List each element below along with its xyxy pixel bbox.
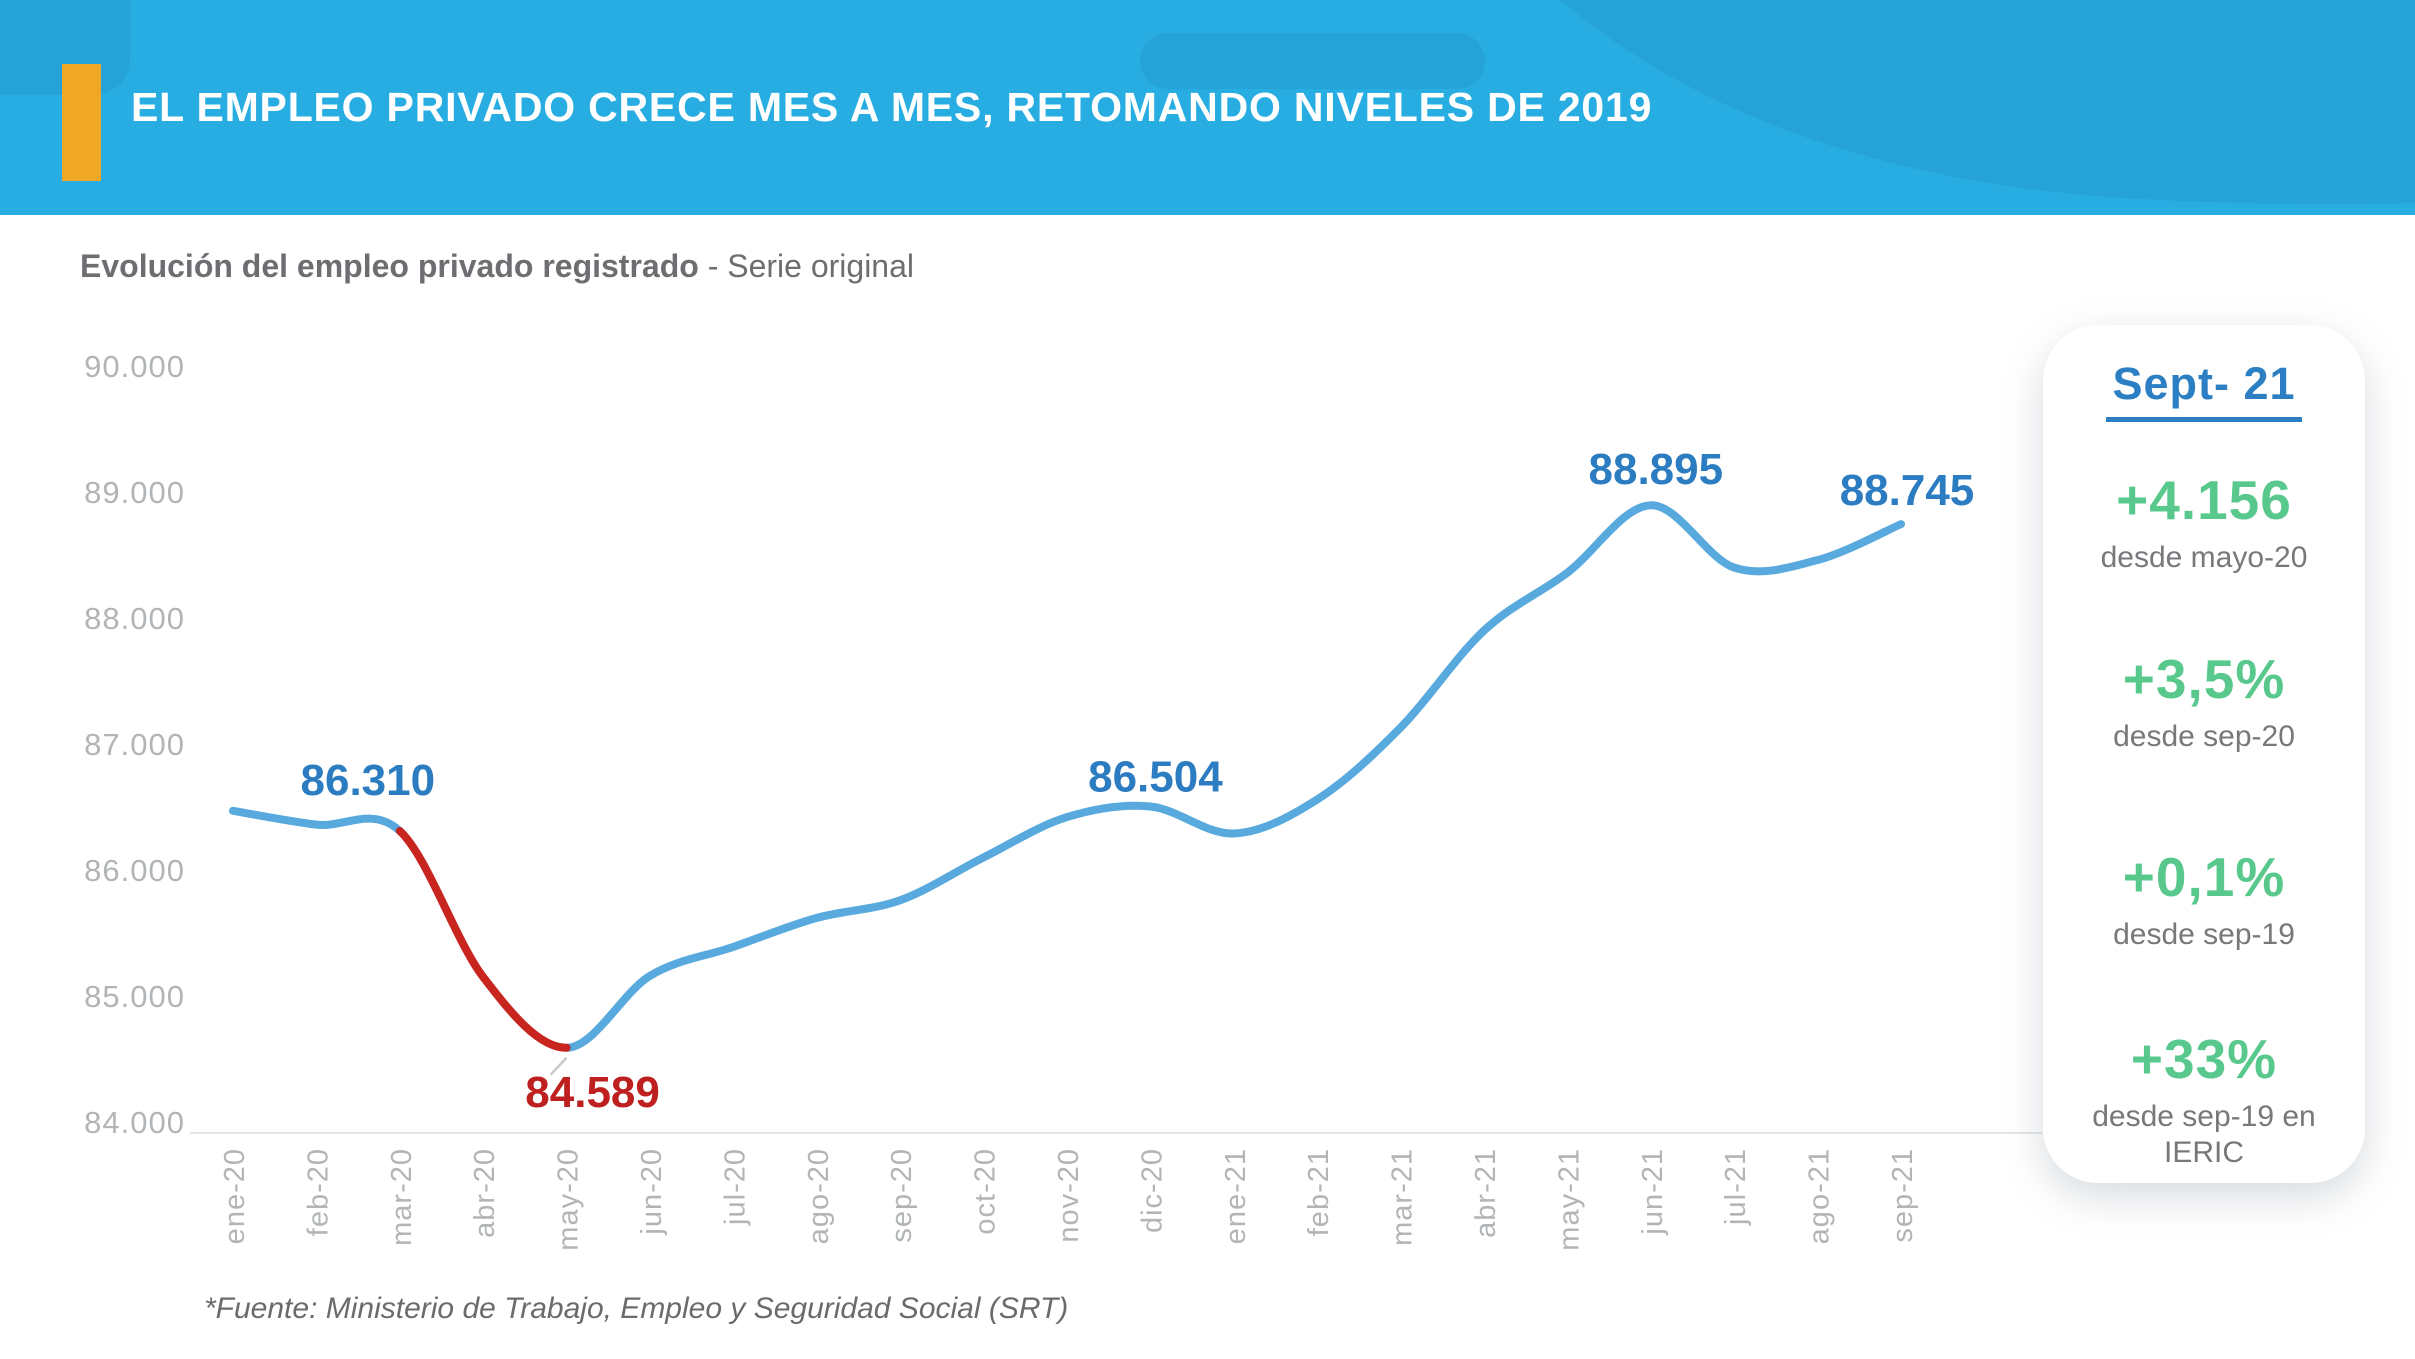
data-point-label: 84.589 — [525, 1068, 660, 1117]
y-axis-tick-label: 89.000 — [84, 475, 185, 510]
data-point-label: 86.310 — [301, 756, 436, 805]
stat-item: +0,1% desde sep-19 — [2053, 845, 2355, 953]
x-axis-tick-label: may-21 — [1553, 1148, 1585, 1251]
stat-value: +0,1% — [2122, 846, 2286, 908]
x-axis-tick-label: mar-20 — [386, 1148, 418, 1246]
x-axis-tick-label: feb-20 — [302, 1148, 334, 1236]
y-axis-tick-label: 90.000 — [84, 349, 185, 384]
x-axis-tick-label: feb-21 — [1303, 1148, 1335, 1236]
summary-stat-card: Sept- 21 +4.156 desde mayo-20 +3,5% desd… — [2043, 325, 2365, 1183]
x-axis-tick-label: ene-21 — [1220, 1148, 1252, 1244]
stat-caption: desde mayo-20 — [2100, 541, 2308, 574]
stat-caption: desde sep-20 — [2113, 720, 2295, 753]
y-axis-tick-label: 87.000 — [84, 727, 185, 762]
data-point-label: 88.895 — [1589, 445, 1724, 494]
x-axis-tick-label: ago-20 — [803, 1148, 835, 1244]
chart-subtitle-bold: Evolución del empleo privado registrado — [80, 248, 699, 284]
chart-subtitle-regular: - Serie original — [698, 248, 914, 284]
y-axis-tick-label: 88.000 — [84, 601, 185, 636]
y-axis-tick-label: 86.000 — [84, 853, 185, 888]
y-axis-tick-label: 85.000 — [84, 979, 185, 1014]
stat-value: +4.156 — [2116, 469, 2292, 531]
stat-item: +33% desde sep-19 en IERIC — [2053, 1027, 2355, 1171]
line-series-blue — [229, 806, 404, 835]
x-axis-tick-label: oct-20 — [970, 1148, 1002, 1235]
x-axis-tick-label: jul-21 — [1720, 1148, 1752, 1226]
stat-card-title: Sept- 21 — [2043, 358, 2365, 422]
line-series-red-drop — [395, 826, 571, 1052]
stat-caption: desde sep-19 — [2113, 918, 2295, 951]
data-point-label: 86.504 — [1088, 752, 1223, 801]
header-banner: EL EMPLEO PRIVADO CRECE MES A MES, RETOM… — [0, 0, 2415, 215]
x-axis-tick-label: jun-21 — [1637, 1148, 1669, 1236]
x-axis-tick-label: nov-20 — [1053, 1148, 1085, 1243]
x-axis-tick-label: may-20 — [553, 1148, 585, 1251]
x-axis-tick-label: ago-21 — [1804, 1148, 1836, 1244]
page-title: EL EMPLEO PRIVADO CRECE MES A MES, RETOM… — [131, 84, 1653, 130]
chart-subtitle: Evolución del empleo privado registrado … — [80, 248, 914, 285]
x-axis-tick-label: sep-21 — [1887, 1148, 1919, 1243]
x-axis-tick-label: jul-20 — [719, 1148, 751, 1226]
x-axis-tick-label: ene-20 — [219, 1148, 251, 1244]
x-axis-tick-label: jun-20 — [636, 1148, 668, 1236]
x-axis-tick-label: mar-21 — [1387, 1148, 1419, 1246]
label-leader-line — [549, 1056, 568, 1076]
stat-value: +33% — [2130, 1028, 2278, 1090]
stat-item: +4.156 desde mayo-20 — [2053, 468, 2355, 576]
x-axis-tick-label: dic-20 — [1136, 1148, 1168, 1233]
source-note: *Fuente: Ministerio de Trabajo, Empleo y… — [204, 1292, 1069, 1325]
y-axis-tick-label: 84.000 — [84, 1105, 185, 1140]
stat-caption: desde sep-19 en IERIC — [2092, 1100, 2316, 1169]
title-accent-bar — [62, 64, 101, 181]
x-axis-tick-label: abr-21 — [1470, 1148, 1502, 1238]
data-point-label: 88.745 — [1840, 466, 1975, 515]
x-axis-tick-label: abr-20 — [469, 1148, 501, 1238]
line-series-blue — [562, 501, 1905, 1052]
stat-item: +3,5% desde sep-20 — [2053, 647, 2355, 755]
stat-value: +3,5% — [2122, 648, 2286, 710]
x-axis-tick-label: sep-20 — [886, 1148, 918, 1243]
